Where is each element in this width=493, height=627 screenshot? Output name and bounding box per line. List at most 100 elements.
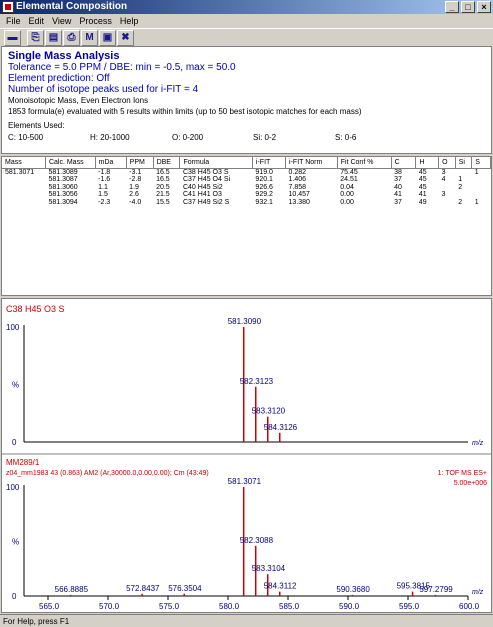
- table-cell: 1.1: [98, 183, 108, 191]
- table-cell: 0.00: [340, 191, 354, 198]
- table-cell: 926.6: [255, 183, 273, 191]
- maximize-button[interactable]: □: [461, 1, 475, 13]
- table-cell: [455, 168, 472, 176]
- column-header[interactable]: O: [438, 157, 456, 169]
- table-cell: C37 H45 O4 Si: [182, 176, 231, 183]
- table-cell: 3: [441, 168, 446, 176]
- column-header[interactable]: Formula: [179, 157, 253, 169]
- column-header[interactable]: DBE: [153, 157, 181, 169]
- table-cell: [2, 199, 45, 207]
- table-cell: 0.00: [340, 198, 354, 206]
- menu-file[interactable]: File: [6, 16, 21, 26]
- table-cell: 20.5: [156, 183, 170, 191]
- minimize-button[interactable]: _: [445, 1, 459, 13]
- copy-icon[interactable]: ⎘: [27, 29, 44, 46]
- x-tick-label: 565.0: [39, 602, 60, 611]
- y-axis-max: 100: [6, 323, 20, 332]
- menu-edit[interactable]: Edit: [28, 16, 45, 26]
- table-cell: C40 H45 Si2: [182, 183, 223, 191]
- m-icon[interactable]: M: [81, 29, 98, 46]
- table-cell: 13.380: [288, 198, 310, 206]
- table-cell: 4: [441, 176, 446, 183]
- table-cell: 1: [474, 168, 479, 176]
- y-axis-unit: %: [12, 538, 19, 547]
- peak-label: 582.3088: [240, 536, 274, 545]
- table-cell: 41: [418, 191, 427, 198]
- column-header[interactable]: PPM: [126, 157, 154, 169]
- column-header[interactable]: mDa: [95, 157, 127, 169]
- table-cell: [2, 191, 45, 199]
- table-cell: 45: [418, 183, 427, 191]
- y-axis-zero: 0: [12, 592, 17, 601]
- table-cell: 920.1: [255, 176, 273, 183]
- table-cell: [439, 184, 456, 192]
- table-cell: -1.6: [98, 176, 111, 183]
- table-cell: C41 H41 O3: [182, 191, 222, 198]
- app-icon: [2, 1, 14, 13]
- peak-label: 583.3104: [252, 564, 286, 573]
- column-header[interactable]: Fit Conf %: [337, 157, 392, 169]
- window-title: Elemental Composition: [16, 1, 128, 12]
- table-cell: 45: [418, 176, 427, 183]
- table-cell: 75.45: [340, 168, 358, 176]
- tolerance-text: Tolerance = 5.0 PPM / DBE: min = -0.5, m…: [8, 62, 236, 73]
- paste-icon[interactable]: ▤: [45, 29, 62, 46]
- menu-process[interactable]: Process: [79, 16, 112, 26]
- element-range: S: 0-6: [335, 133, 357, 142]
- table-cell: -2.8: [129, 176, 142, 183]
- table-cell: 7.858: [288, 183, 307, 191]
- table-cell: 38: [394, 168, 402, 176]
- menu-help[interactable]: Help: [119, 16, 139, 26]
- table-cell: 1.5: [98, 191, 108, 198]
- table-row[interactable]: 581.3087 -1.6 -2.8 16.5 C37 H45 O4 Si 920.1 1.…: [2, 176, 491, 184]
- table-cell: 21.5: [156, 191, 170, 198]
- status-bar: For Help, press F1: [0, 614, 493, 627]
- table-cell: 45: [418, 168, 427, 176]
- table-cell: C37 H49 Si2 S: [182, 198, 230, 206]
- table-cell: -3.1: [129, 168, 142, 176]
- column-header[interactable]: S: [471, 157, 491, 169]
- table-cell: 3: [441, 191, 446, 198]
- table-cell: -1.8: [98, 168, 111, 176]
- formula-label: C38 H45 O3 S: [6, 304, 65, 314]
- isotope-peaks-text: Number of isotope peaks used for i-FIT =…: [8, 84, 199, 95]
- table-row[interactable]: 581.3060 1.1 1.9 20.5 C40 H45 Si2 926.6 7.858 0…: [2, 184, 491, 192]
- peak-label: 581.3071: [228, 477, 262, 486]
- element-prediction-text: Element prediction: Off: [8, 73, 110, 84]
- table-cell: 49: [418, 198, 427, 206]
- window-icon[interactable]: ▣: [99, 29, 116, 46]
- column-header[interactable]: H: [415, 157, 440, 169]
- table-row[interactable]: 581.3094 -2.3 -4.0 15.5 C37 H49 Si2 S 932.1 13…: [2, 199, 491, 207]
- evaluated-text: 1853 formula(e) evaluated with 5 results…: [8, 107, 362, 116]
- column-header[interactable]: i-FIT Norm: [285, 157, 338, 169]
- table-cell: -2.3: [98, 198, 111, 206]
- acquisition-mode: 1: TOF MS ES+: [438, 470, 487, 477]
- column-header[interactable]: C: [391, 157, 417, 169]
- table-row[interactable]: 581.3071 581.3089 -1.8 -3.1 16.5 C38 H45 O3 S…: [2, 168, 491, 176]
- column-header[interactable]: i-FIT: [252, 157, 287, 169]
- table-cell: -4.0: [129, 198, 142, 206]
- scan-info: z04_mm1983 43 (0.863) AM2 (Ar,30000.0,0.…: [6, 470, 209, 477]
- spectrum-panel: C38 H45 O3 S 100% 0 m/z 581.3090 582.3123 583.…: [1, 298, 492, 613]
- column-header[interactable]: Mass: [2, 157, 46, 169]
- results-table: Mass Calc. Mass mDa PPM DBE Formula i-FIT i-FIT…: [2, 157, 491, 206]
- menu-view[interactable]: View: [52, 16, 72, 26]
- peak-label: 582.3123: [240, 377, 274, 386]
- cross-icon[interactable]: ✖: [117, 29, 134, 46]
- table-cell: 1: [458, 176, 463, 183]
- close-button[interactable]: ×: [477, 1, 491, 13]
- table-cell: 581.3071: [5, 168, 35, 176]
- column-header[interactable]: Si: [455, 157, 473, 169]
- print-icon[interactable]: ⎙: [63, 29, 80, 46]
- save-icon[interactable]: ▬: [4, 29, 21, 46]
- y-axis-unit: %: [12, 381, 19, 390]
- table-cell: 1: [474, 198, 479, 206]
- table-cell: [2, 184, 45, 192]
- element-range: C: 10-500: [8, 133, 44, 142]
- x-tick-label: 570.0: [99, 602, 120, 611]
- table-row[interactable]: 581.3056 1.5 2.6 21.5 C41 H41 O3 929.2 10.457 0…: [2, 191, 491, 199]
- table-cell: 0.04: [340, 183, 354, 191]
- column-header[interactable]: Calc. Mass: [45, 157, 96, 169]
- peak-label: 584.3126: [264, 423, 298, 432]
- table-cell: 16.5: [156, 168, 170, 176]
